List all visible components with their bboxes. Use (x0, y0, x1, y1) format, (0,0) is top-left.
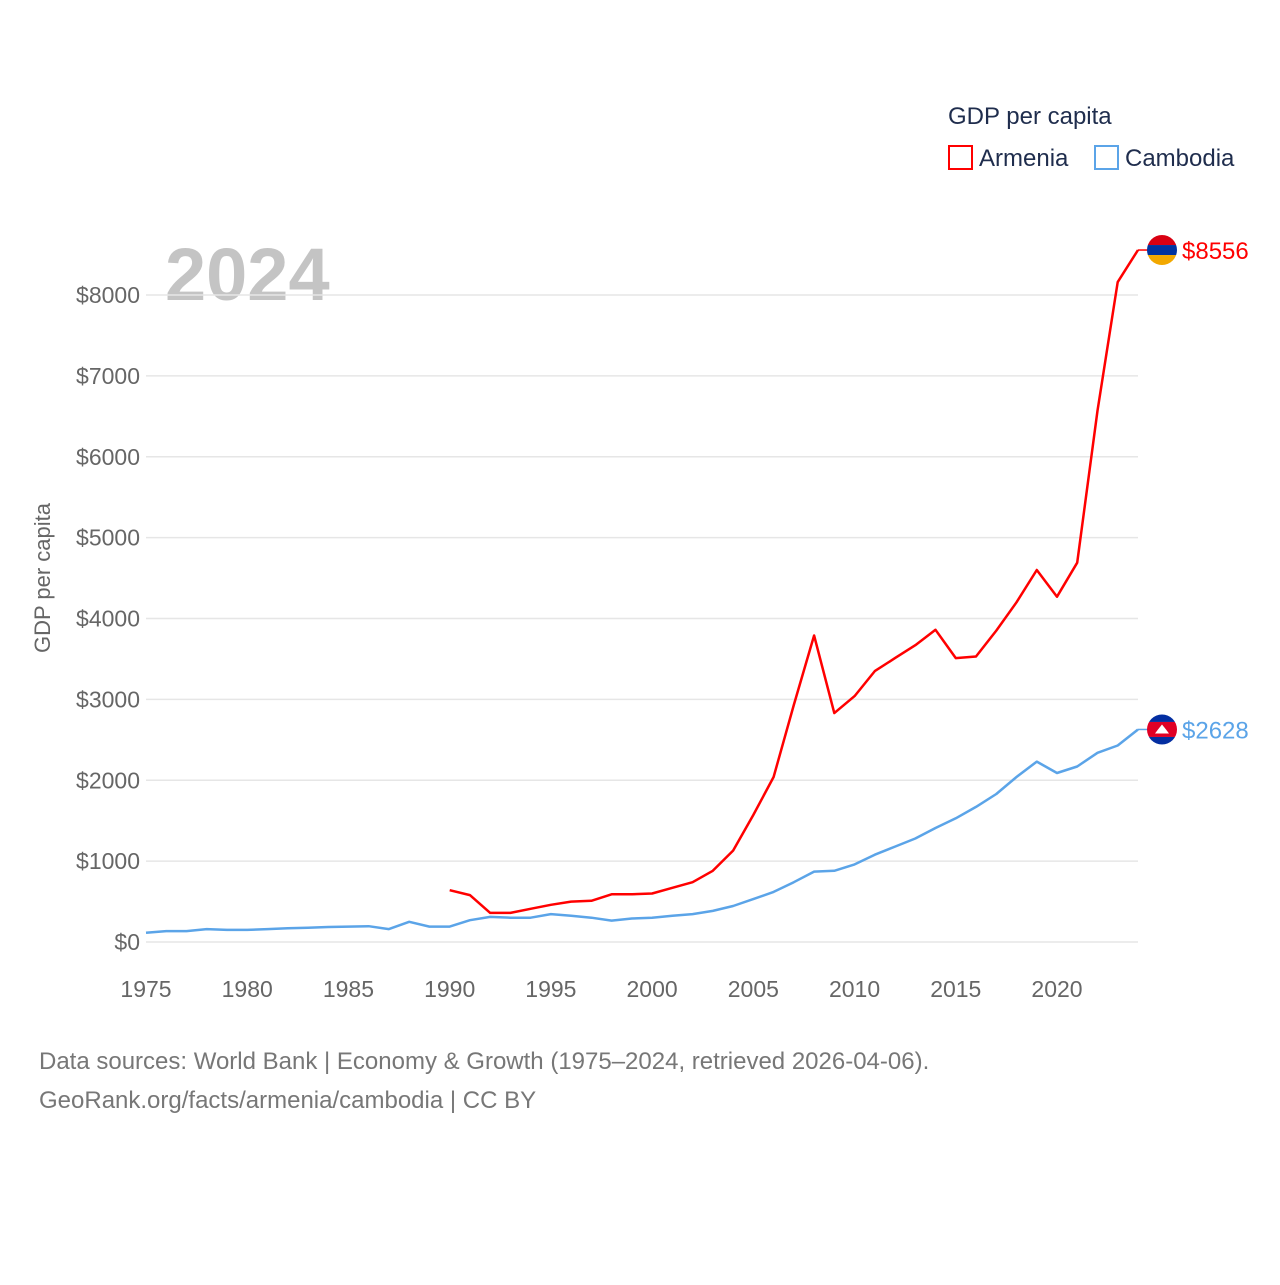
x-tick-label: 1980 (222, 976, 273, 1002)
x-tick-label: 2010 (829, 976, 880, 1002)
legend-title: GDP per capita (948, 103, 1112, 130)
footer-line-2[interactable]: GeoRank.org/facts/armenia/cambodia | CC … (39, 1087, 536, 1114)
legend-label-armenia: Armenia (979, 145, 1069, 172)
flag-icon-armenia (1147, 235, 1177, 266)
x-tick-label: 2005 (728, 976, 779, 1002)
x-tick-label: 1985 (323, 976, 374, 1002)
legend-item-cambodia[interactable]: Cambodia (1094, 145, 1235, 172)
series-line-cambodia (145, 728, 1139, 934)
x-tick-label: 1975 (120, 976, 171, 1002)
flag-icon-cambodia (1147, 714, 1177, 745)
legend-swatch-armenia (948, 145, 973, 170)
end-value-label: $2628 (1182, 717, 1249, 744)
series-line-armenia (449, 249, 1140, 915)
y-tick-label: $5000 (76, 525, 140, 551)
end-value-label: $8556 (1182, 238, 1249, 265)
x-tick-label: 1995 (525, 976, 576, 1002)
x-tick-label: 2020 (1031, 976, 1082, 1002)
footer-line-1: Data sources: World Bank | Economy & Gro… (39, 1048, 929, 1075)
legend-item-armenia[interactable]: Armenia (948, 145, 1069, 172)
y-tick-label: $4000 (76, 606, 140, 632)
y-tick-label: $7000 (76, 363, 140, 389)
x-tick-label: 2015 (930, 976, 981, 1002)
legend-swatch-cambodia (1094, 145, 1119, 170)
year-watermark: 2024 (165, 233, 330, 316)
legend-label-cambodia: Cambodia (1125, 145, 1235, 172)
y-tick-label: $1000 (76, 848, 140, 874)
y-axis-label: GDP per capita (30, 502, 55, 653)
y-tick-label: $8000 (76, 282, 140, 308)
y-tick-label: $3000 (76, 686, 140, 712)
x-tick-label: 1990 (424, 976, 475, 1002)
y-tick-label: $0 (114, 929, 140, 955)
y-tick-label: $2000 (76, 767, 140, 793)
x-tick-label: 2000 (627, 976, 678, 1002)
y-tick-label: $6000 (76, 444, 140, 470)
